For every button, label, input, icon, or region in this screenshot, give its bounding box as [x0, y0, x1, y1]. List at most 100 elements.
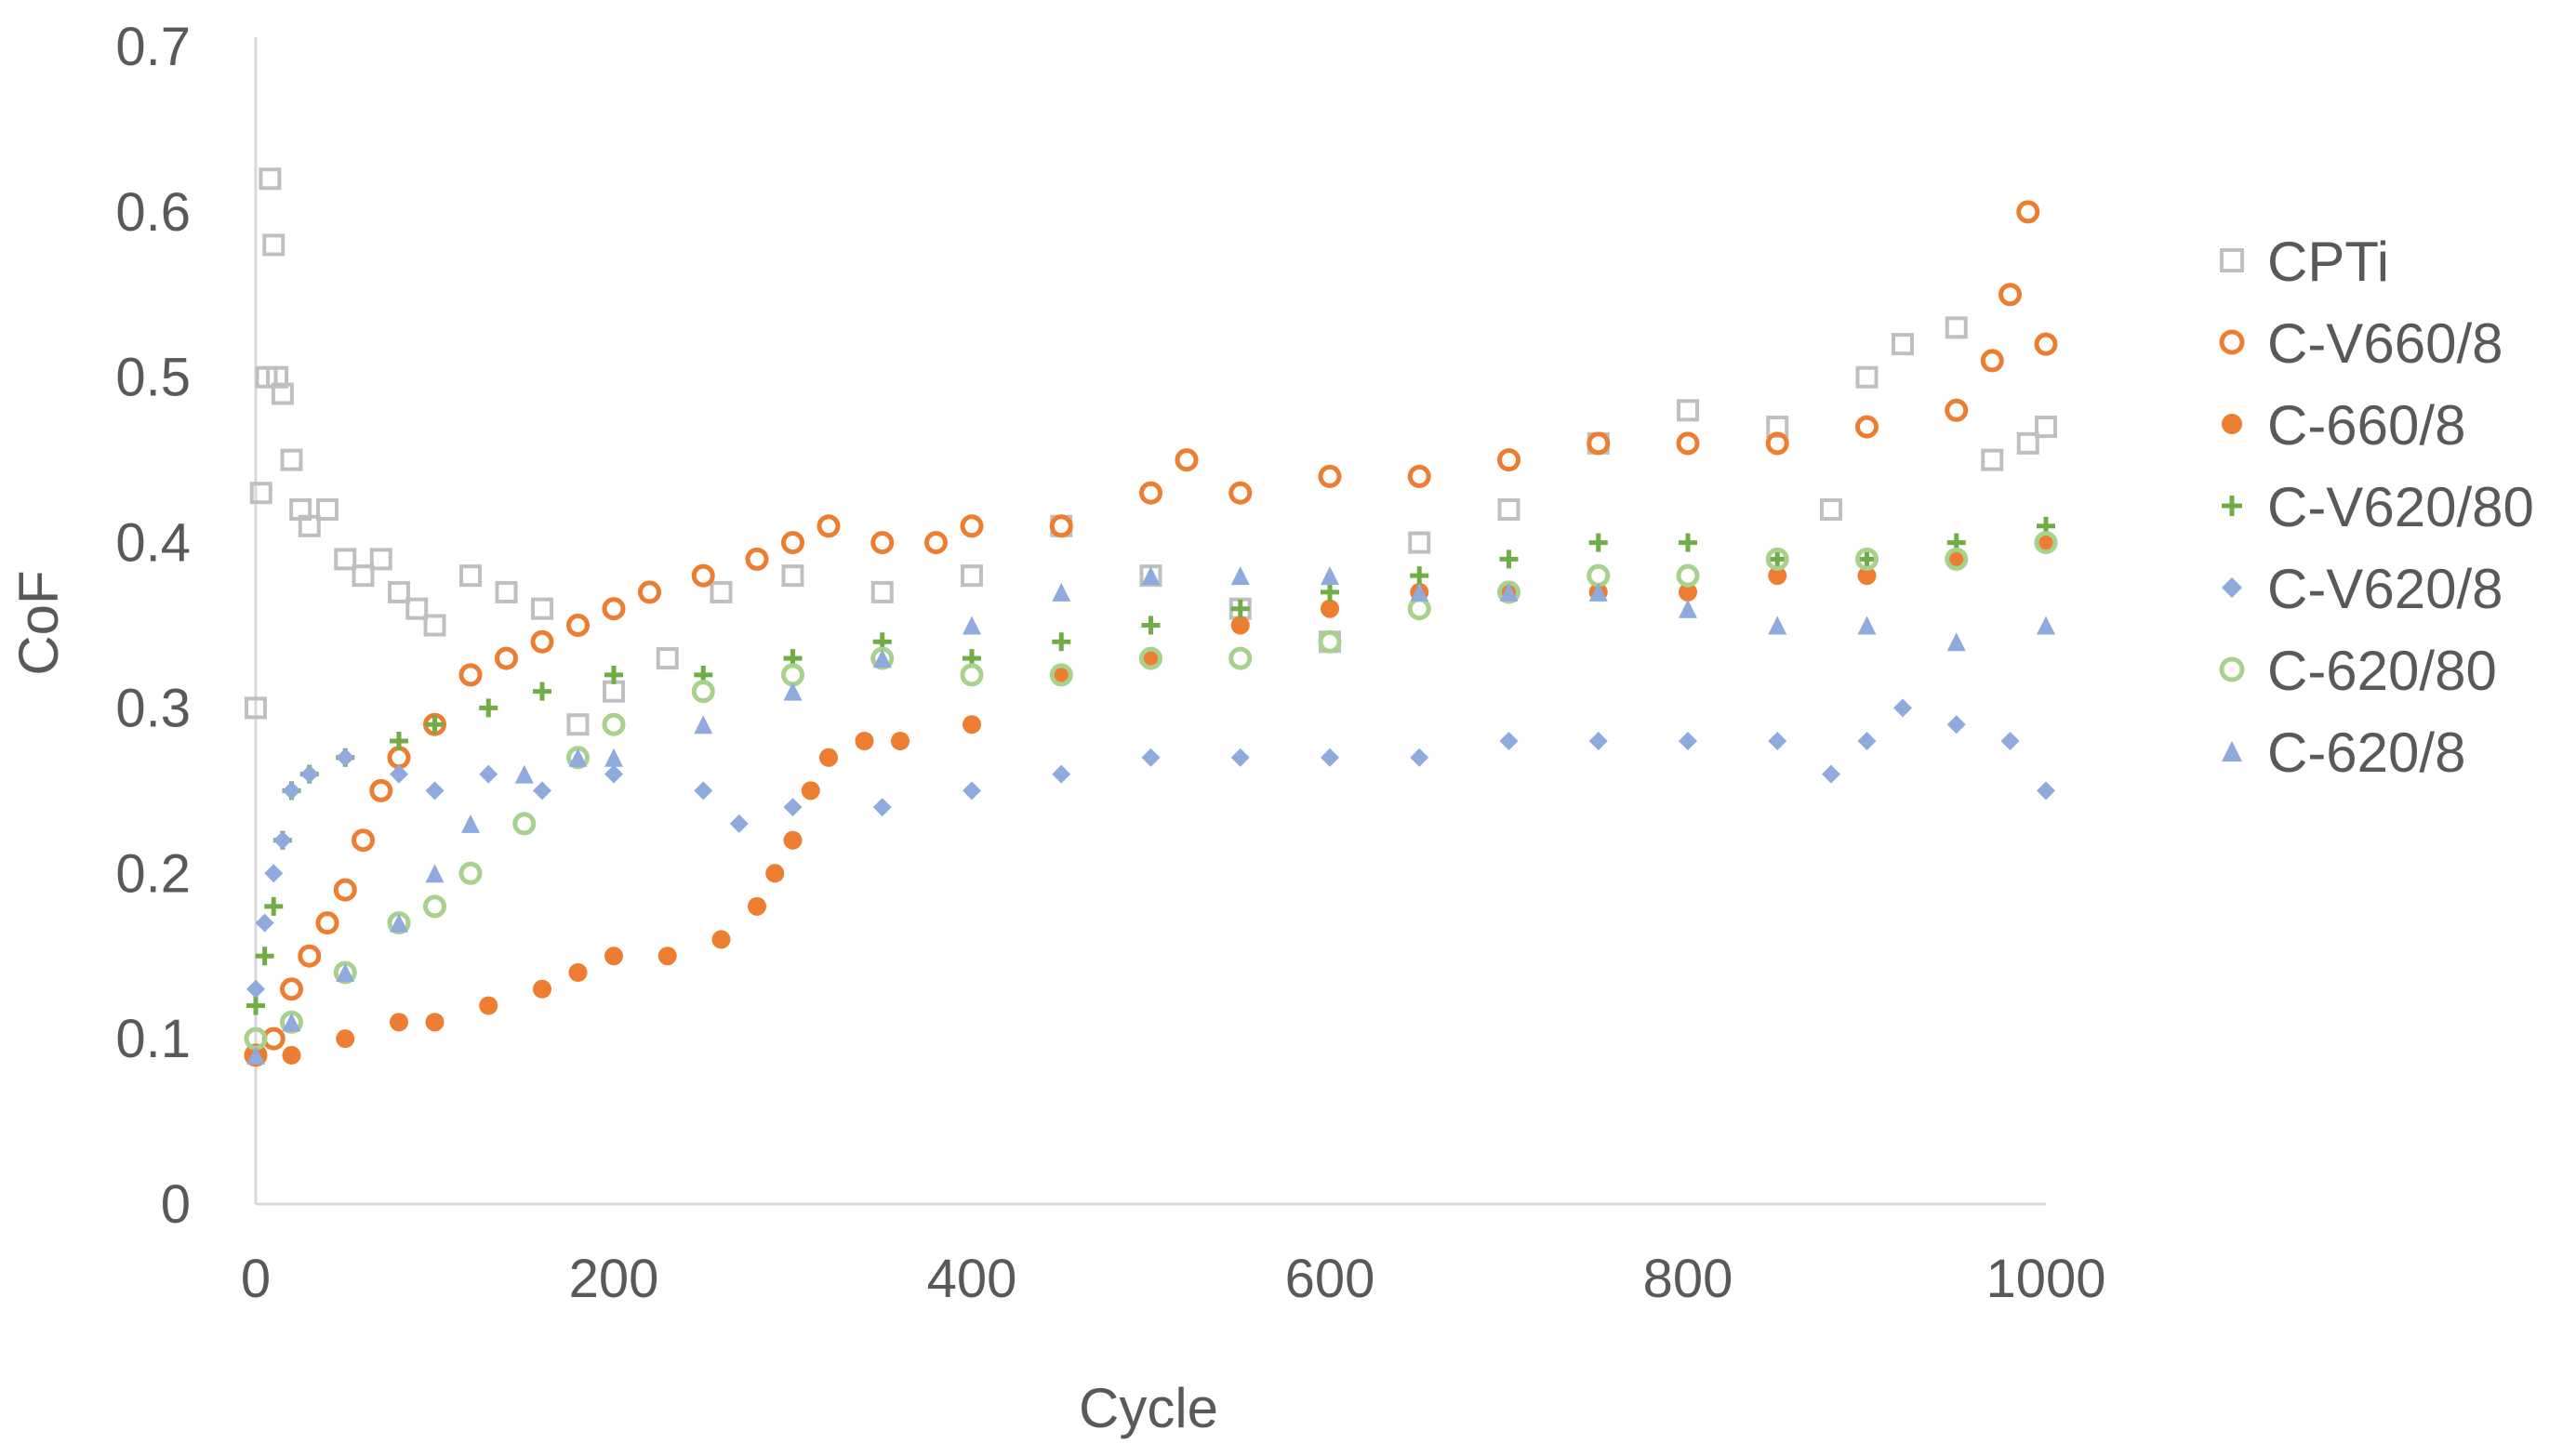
data-point [694, 715, 713, 735]
data-point [817, 514, 841, 538]
data-point [1052, 764, 1071, 784]
y-tick-label: 0.4 [115, 513, 191, 574]
data-point [1679, 582, 1697, 602]
data-point [336, 1029, 355, 1049]
data-point [604, 665, 623, 684]
data-point [1945, 398, 1969, 422]
data-point [568, 748, 588, 767]
data-point [1321, 748, 1339, 767]
data-point [1175, 448, 1199, 472]
data-point [459, 564, 482, 588]
data-point [1768, 566, 1787, 586]
data-point [781, 531, 804, 555]
legend-label: C-V620/80 [2267, 476, 2534, 538]
data-point [1228, 646, 1253, 670]
x-tick-label: 1000 [1985, 1249, 2105, 1309]
data-point [1049, 514, 1073, 538]
data-point [924, 531, 948, 555]
data-point [425, 864, 445, 883]
data-point [1588, 732, 1608, 750]
data-point [458, 663, 483, 687]
data-point [566, 614, 590, 637]
data-point [961, 564, 983, 588]
data-point [1407, 597, 1431, 621]
data-point [280, 977, 303, 1001]
data-point [271, 382, 294, 405]
data-point [963, 616, 981, 635]
data-point [1318, 629, 1342, 654]
data-point [1052, 632, 1071, 652]
data-point [425, 1013, 445, 1032]
data-point [1588, 582, 1608, 602]
data-point [1321, 566, 1339, 586]
x-tick-label: 800 [1643, 1249, 1733, 1309]
legend-marker [2222, 414, 2242, 434]
data-point [533, 781, 551, 801]
data-point [390, 732, 408, 750]
data-point [1141, 566, 1161, 586]
data-point [1408, 531, 1431, 554]
data-point [315, 911, 339, 935]
data-point [388, 580, 410, 603]
data-point [1998, 283, 2022, 307]
data-point [369, 548, 392, 571]
data-point [691, 563, 715, 588]
data-point [710, 580, 733, 603]
data-point [1228, 481, 1253, 505]
data-point [390, 764, 408, 784]
data-point [479, 996, 498, 1015]
data-point [783, 830, 803, 850]
data-point [405, 597, 429, 620]
data-point [1321, 599, 1339, 618]
data-point [694, 781, 713, 801]
data-point [299, 764, 319, 784]
data-point [1499, 732, 1519, 750]
y-tick-label: 0 [161, 1174, 191, 1235]
data-point [638, 580, 661, 604]
data-point [458, 861, 483, 885]
y-tick-label: 0.3 [115, 678, 191, 738]
data-point [461, 814, 480, 833]
data-point [801, 781, 820, 801]
y-tick-label: 0.5 [115, 348, 191, 408]
data-point [604, 748, 623, 767]
x-tick-label: 400 [927, 1249, 1017, 1309]
data-point [1679, 599, 1697, 618]
data-point [531, 597, 553, 620]
data-point [781, 663, 804, 687]
data-point [316, 498, 339, 521]
axes: 0 0.1 0.2 0.3 0.4 0.5 0.6 0.7 0 200 400 600 800 1000 [115, 17, 2105, 1309]
data-point [603, 680, 625, 703]
data-point [298, 514, 321, 537]
data-point [2037, 781, 2055, 801]
data-point [1857, 549, 1877, 569]
data-point [1676, 431, 1700, 456]
data-point [249, 482, 272, 505]
data-point [2000, 732, 2020, 750]
data-point [1893, 698, 1912, 718]
legend-marker [2220, 248, 2244, 272]
data-point [1946, 715, 1966, 735]
data-point [748, 896, 766, 916]
data-point [1141, 616, 1161, 635]
data-point [729, 814, 749, 833]
data-point [352, 564, 375, 588]
data-point [1677, 399, 1699, 422]
legend-label: C-V620/8 [2267, 558, 2503, 620]
data-point [255, 913, 274, 933]
data-point [512, 812, 537, 836]
data-point [656, 647, 679, 670]
data-point [266, 365, 289, 389]
data-point [1499, 582, 1519, 602]
data-point [1321, 582, 1339, 602]
x-tick-label: 200 [569, 1249, 659, 1309]
data-point [1230, 599, 1250, 618]
data-point [872, 798, 892, 817]
series-c-620-80 [244, 531, 2058, 1051]
data-point [1946, 549, 1966, 569]
data-point [495, 646, 518, 670]
data-point [1230, 566, 1250, 586]
data-point [264, 864, 284, 883]
data-point [425, 715, 445, 735]
